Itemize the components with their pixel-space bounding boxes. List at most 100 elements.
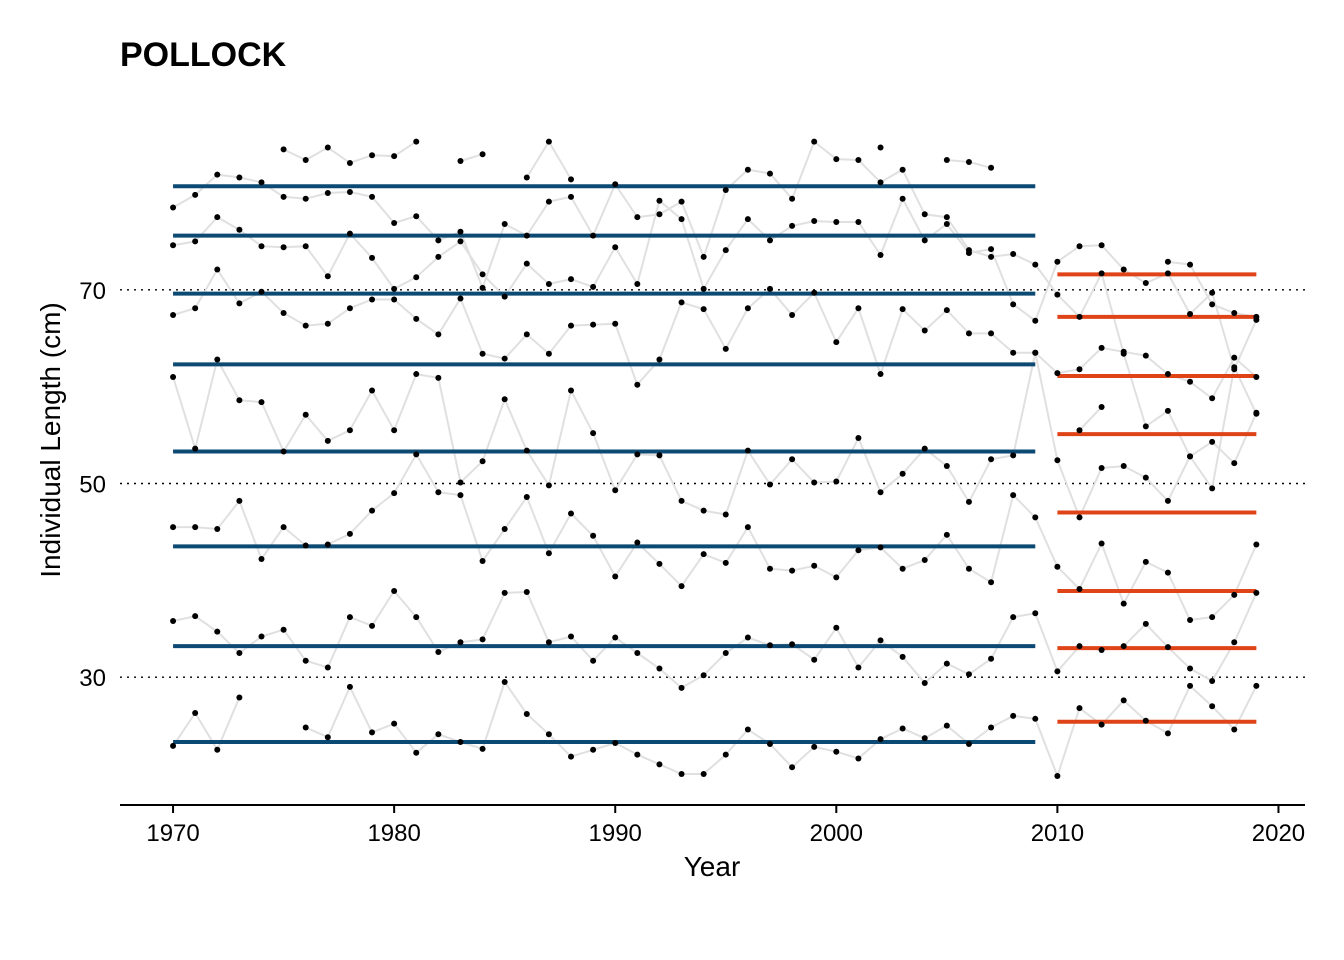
data-point bbox=[1010, 712, 1017, 719]
data-point bbox=[501, 355, 508, 362]
x-tick-label: 2010 bbox=[1031, 820, 1084, 847]
data-point bbox=[789, 195, 796, 202]
data-point bbox=[965, 671, 972, 678]
data-point bbox=[988, 330, 995, 337]
data-point bbox=[921, 556, 928, 563]
data-point bbox=[324, 273, 331, 280]
data-point bbox=[678, 299, 685, 306]
data-point bbox=[634, 280, 641, 287]
data-point bbox=[811, 138, 818, 145]
data-point bbox=[501, 679, 508, 686]
data-point bbox=[877, 251, 884, 258]
data-point bbox=[943, 463, 950, 470]
data-point bbox=[811, 218, 818, 225]
data-point bbox=[921, 237, 928, 244]
data-point bbox=[192, 238, 199, 245]
data-point bbox=[612, 573, 619, 580]
data-point bbox=[1032, 514, 1039, 521]
data-point bbox=[258, 179, 265, 186]
data-point bbox=[612, 244, 619, 251]
data-point bbox=[899, 653, 906, 660]
data-point bbox=[413, 138, 420, 145]
data-point bbox=[855, 219, 862, 226]
data-point bbox=[789, 222, 796, 229]
data-point bbox=[214, 356, 221, 363]
data-point bbox=[744, 305, 751, 312]
data-point bbox=[1209, 614, 1216, 621]
data-point bbox=[612, 320, 619, 327]
data-point bbox=[391, 720, 398, 727]
data-point bbox=[1231, 354, 1238, 361]
data-point bbox=[545, 550, 552, 557]
data-point bbox=[1253, 541, 1260, 548]
data-point bbox=[369, 729, 376, 736]
data-point bbox=[855, 157, 862, 164]
y-axis-title: Individual Length (cm) bbox=[35, 302, 66, 577]
data-point bbox=[590, 321, 597, 328]
data-point bbox=[435, 489, 442, 496]
data-point bbox=[214, 171, 221, 178]
data-point bbox=[877, 736, 884, 743]
data-point bbox=[921, 679, 928, 686]
data-point bbox=[612, 740, 619, 747]
data-point bbox=[346, 530, 353, 537]
data-point bbox=[1120, 600, 1127, 607]
data-point bbox=[302, 657, 309, 664]
data-point bbox=[634, 649, 641, 656]
data-point bbox=[457, 492, 464, 499]
data-point bbox=[479, 151, 486, 158]
data-point bbox=[170, 204, 177, 211]
data-point bbox=[1076, 586, 1083, 593]
data-point bbox=[302, 724, 309, 731]
data-point bbox=[1231, 639, 1238, 646]
data-point bbox=[899, 166, 906, 173]
data-point bbox=[943, 722, 950, 729]
reference-lines bbox=[120, 289, 1305, 678]
data-point bbox=[1098, 403, 1105, 410]
data-point bbox=[170, 524, 177, 531]
data-point bbox=[678, 216, 685, 223]
data-point bbox=[678, 583, 685, 590]
series-line bbox=[172, 196, 1258, 373]
data-point bbox=[766, 170, 773, 177]
data-point bbox=[833, 339, 840, 346]
data-point bbox=[280, 193, 287, 200]
data-point bbox=[700, 551, 707, 558]
chart-title: POLLOCK bbox=[120, 36, 287, 74]
data-point bbox=[612, 181, 619, 188]
data-point bbox=[722, 247, 729, 254]
data-point bbox=[921, 327, 928, 334]
data-point bbox=[391, 427, 398, 434]
data-point bbox=[1032, 317, 1039, 324]
x-tick-label: 2000 bbox=[810, 820, 863, 847]
data-point bbox=[766, 642, 773, 649]
data-point bbox=[457, 228, 464, 235]
data-point bbox=[346, 683, 353, 690]
data-point bbox=[965, 498, 972, 505]
data-point bbox=[1253, 410, 1260, 417]
data-point bbox=[545, 280, 552, 287]
data-point bbox=[523, 494, 530, 501]
data-point bbox=[590, 657, 597, 664]
data-point bbox=[766, 481, 773, 488]
data-point bbox=[236, 226, 243, 233]
data-point bbox=[192, 191, 199, 198]
data-point bbox=[413, 274, 420, 281]
data-point bbox=[457, 238, 464, 245]
data-point bbox=[766, 740, 773, 747]
data-point bbox=[877, 371, 884, 378]
data-point bbox=[192, 445, 199, 452]
data-point bbox=[391, 153, 398, 160]
data-point bbox=[369, 254, 376, 261]
series-line bbox=[172, 139, 1258, 491]
data-point bbox=[479, 636, 486, 643]
data-point bbox=[634, 381, 641, 388]
data-point bbox=[1187, 311, 1194, 318]
data-point bbox=[1010, 614, 1017, 621]
data-point bbox=[766, 285, 773, 292]
data-point bbox=[1076, 243, 1083, 250]
data-point bbox=[656, 560, 663, 567]
data-point bbox=[1054, 563, 1061, 570]
data-point bbox=[634, 451, 641, 458]
